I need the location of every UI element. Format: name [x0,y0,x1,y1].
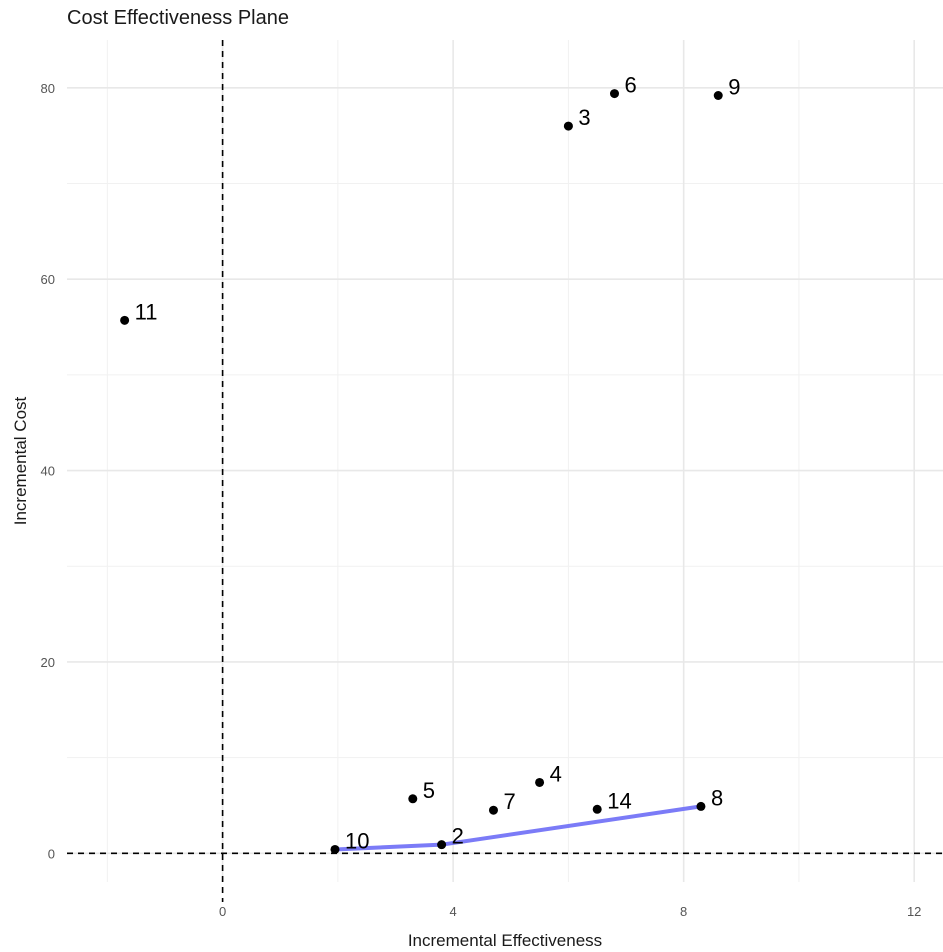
x-tick-label: 0 [219,904,226,919]
data-point-label: 4 [550,761,562,786]
data-point-label: 7 [503,789,515,814]
data-point [535,777,545,787]
data-point [437,840,447,850]
y-tick-label: 0 [48,846,55,861]
chart-title: Cost Effectiveness Plane [67,7,289,29]
data-point [592,804,602,814]
frontier-line [334,804,702,852]
data-point [488,805,498,815]
data-point [610,89,619,99]
y-tick-label: 20 [41,655,55,670]
data-point-label: 11 [135,299,158,324]
data-point [563,121,573,131]
y-tick-label: 60 [41,272,55,287]
x-axis-title: Incremental Effectiveness [408,931,602,950]
data-point-label: 8 [711,785,723,810]
y-tick-label: 40 [41,464,55,479]
data-point [120,315,130,325]
data-point-label: 10 [345,828,369,853]
x-tick-label: 4 [450,904,457,919]
y-axis-title: Incremental Cost [11,396,30,525]
data-point-label: 2 [452,824,464,849]
data-point-label: 6 [625,73,637,98]
x-tick-label: 8 [680,904,687,919]
y-tick-label: 80 [41,81,55,96]
data-point [330,844,340,854]
x-tick-label: 12 [907,904,921,919]
data-point [696,801,706,811]
data-point-label: 14 [607,788,631,813]
data-point-label: 5 [423,778,435,803]
data-point [713,90,723,100]
data-point [408,794,418,804]
data-point-label: 3 [578,105,590,130]
data-point-label: 9 [728,74,740,99]
